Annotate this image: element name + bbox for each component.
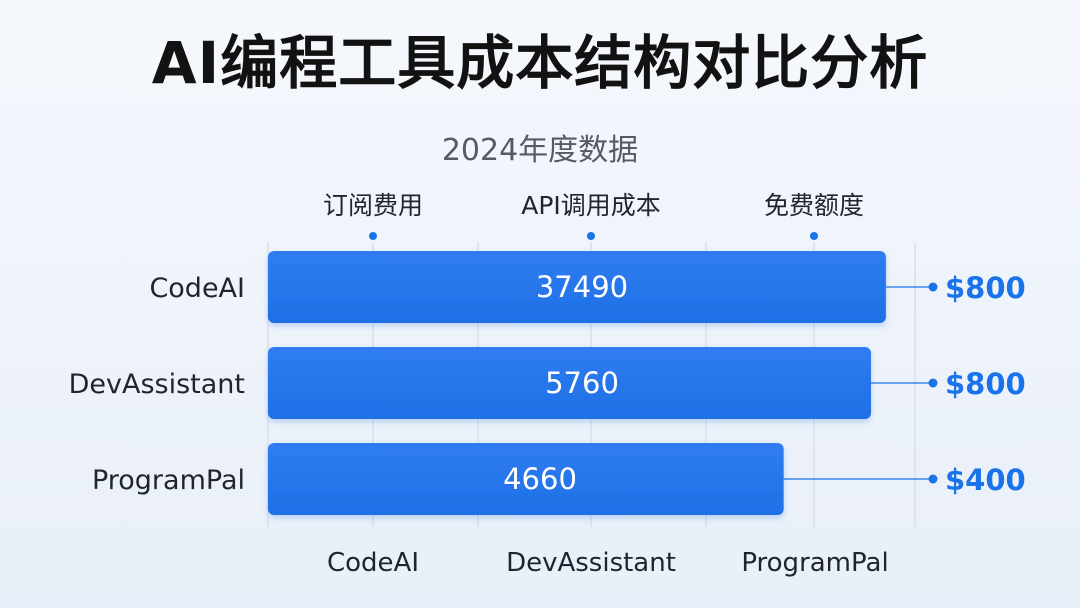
chart-subtitle: 2024年度数据 — [441, 133, 639, 168]
bottom-axis-label: CodeAI — [327, 548, 419, 578]
bottom-axis-label: ProgramPal — [741, 548, 888, 578]
top-axis-dot — [587, 232, 595, 240]
side-price-label: $400 — [945, 463, 1026, 497]
side-price-label: $800 — [945, 271, 1026, 305]
bar — [268, 347, 872, 419]
side-dot — [928, 282, 938, 292]
side-dot — [928, 474, 938, 484]
category-label: DevAssistant — [69, 369, 245, 400]
bar — [268, 251, 886, 323]
bar-value-label: 5760 — [545, 366, 619, 400]
category-label: CodeAI — [149, 273, 245, 304]
top-axis-label: 订阅费用 — [323, 191, 423, 220]
chart-title: AI编程工具成本结构对比分析 — [151, 29, 929, 97]
bar-value-label: 37490 — [536, 270, 628, 304]
top-axis-dot — [369, 232, 377, 240]
category-label: ProgramPal — [92, 465, 245, 496]
top-axis-dot — [810, 232, 818, 240]
side-dot — [928, 378, 938, 388]
bottom-axis-label: DevAssistant — [506, 548, 676, 578]
top-axis-label: API调用成本 — [521, 191, 661, 220]
side-price-label: $800 — [945, 367, 1026, 401]
bar — [268, 443, 784, 515]
bar-value-label: 4660 — [503, 462, 577, 496]
top-axis-label: 免费额度 — [764, 191, 864, 220]
